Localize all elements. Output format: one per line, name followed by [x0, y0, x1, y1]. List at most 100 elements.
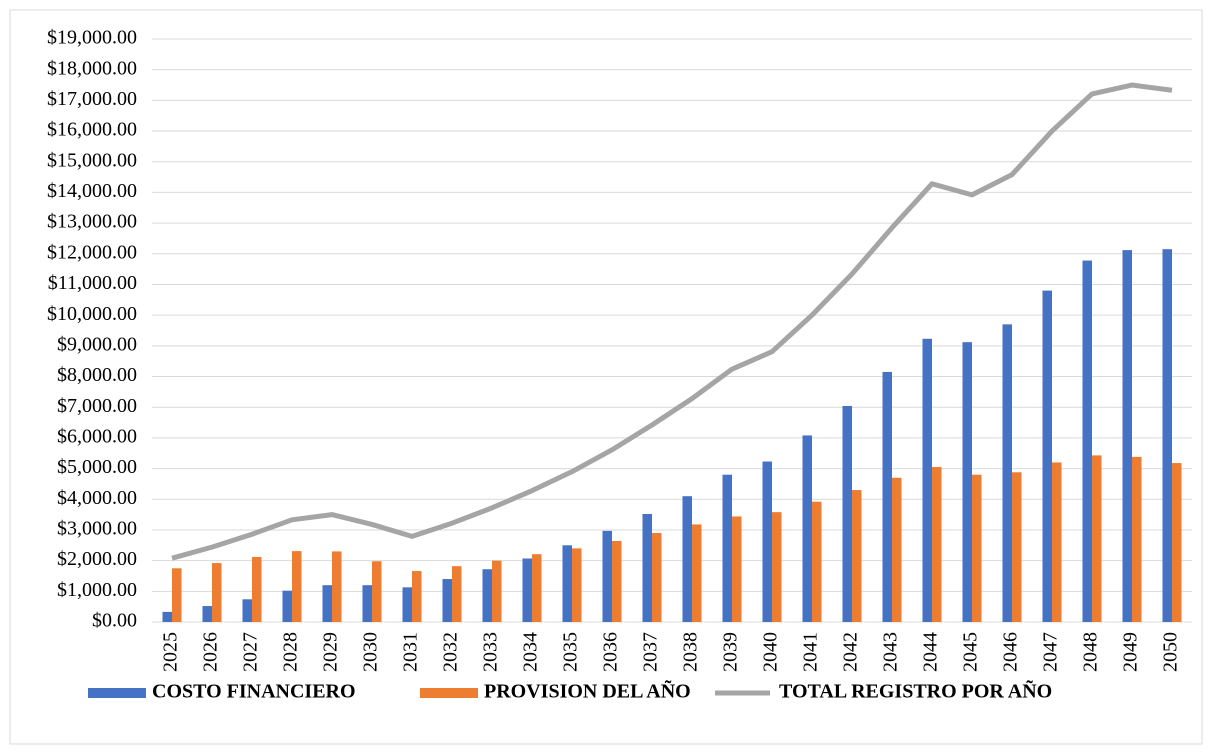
x-tick-label: 2039	[720, 632, 742, 672]
bar	[1162, 249, 1172, 623]
y-tick-label: $17,000.00	[47, 88, 137, 110]
x-tick-label: 2026	[200, 632, 222, 672]
bar	[692, 524, 702, 622]
bar	[1092, 455, 1102, 622]
bar	[842, 405, 852, 622]
y-tick-label: $0.00	[92, 610, 137, 632]
bar	[332, 551, 342, 622]
bar	[492, 560, 502, 622]
legend-swatch	[420, 688, 478, 698]
bar	[452, 566, 462, 622]
bar	[1012, 472, 1022, 622]
y-tick-label: $18,000.00	[47, 57, 137, 79]
bar	[572, 548, 582, 622]
legend-label: COSTO FINANCIERO	[152, 681, 356, 703]
legend-label: PROVISION DEL AÑO	[484, 680, 691, 703]
y-tick-label: $15,000.00	[47, 149, 137, 171]
bar	[252, 556, 262, 622]
bar	[202, 606, 212, 622]
bar	[1002, 324, 1012, 622]
legend-label: TOTAL REGISTRO POR AÑO	[779, 680, 1052, 703]
bar	[482, 569, 492, 622]
bar	[642, 513, 652, 622]
y-tick-label: $2,000.00	[57, 548, 137, 570]
bar	[412, 571, 422, 622]
y-tick-label: $19,000.00	[47, 27, 137, 49]
bar	[1082, 260, 1092, 622]
x-tick-label: 2038	[680, 632, 702, 672]
y-tick-label: $13,000.00	[47, 211, 137, 233]
y-tick-label: $11,000.00	[48, 272, 137, 294]
bar	[372, 561, 382, 622]
line	[171, 82, 1173, 561]
bar	[1132, 456, 1142, 622]
bar	[772, 512, 782, 622]
x-tick-label: 2037	[640, 632, 662, 672]
x-tick-label: 2033	[480, 632, 502, 672]
bar	[522, 558, 532, 622]
bar	[172, 568, 182, 622]
x-tick-label: 2047	[1040, 632, 1062, 672]
legend-swatch	[88, 688, 146, 698]
x-tick-label: 2027	[240, 632, 262, 672]
x-tick-label: 2028	[280, 632, 302, 672]
y-tick-label: $8,000.00	[57, 364, 137, 386]
y-tick-label: $10,000.00	[47, 303, 137, 325]
bar	[292, 551, 302, 622]
bar	[882, 371, 892, 622]
bar	[362, 585, 372, 622]
x-tick-label: 2041	[800, 632, 822, 672]
bar	[212, 563, 222, 622]
bar	[932, 467, 942, 622]
bar	[612, 540, 622, 622]
x-tick-label: 2036	[600, 632, 622, 672]
bar	[562, 545, 572, 622]
bar	[1052, 462, 1062, 622]
bar	[1172, 463, 1182, 622]
bar	[402, 587, 412, 622]
x-tick-label: 2043	[880, 632, 902, 672]
y-tick-label: $3,000.00	[57, 518, 137, 540]
bar	[802, 435, 812, 622]
bar	[602, 530, 612, 622]
bar	[762, 461, 772, 622]
x-tick-label: 2045	[960, 632, 982, 672]
x-tick-label: 2046	[1000, 632, 1022, 672]
x-tick-label: 2032	[440, 632, 462, 672]
bar	[652, 533, 662, 622]
x-tick-label: 2025	[160, 632, 182, 672]
x-tick-label: 2031	[400, 632, 422, 672]
bar	[852, 490, 862, 622]
bar	[242, 599, 252, 622]
bar	[322, 585, 332, 622]
y-tick-label: $7,000.00	[57, 395, 137, 417]
x-tick-label: 2034	[520, 632, 542, 672]
y-tick-label: $4,000.00	[57, 487, 137, 509]
bar	[722, 474, 732, 622]
y-tick-label: $9,000.00	[57, 333, 137, 355]
bar	[892, 477, 902, 622]
bar	[732, 516, 742, 622]
x-tick-label: 2042	[840, 632, 862, 672]
y-tick-label: $16,000.00	[47, 119, 137, 141]
x-tick-label: 2044	[920, 632, 942, 672]
bar	[972, 474, 982, 622]
y-tick-label: $12,000.00	[47, 241, 137, 263]
bar	[1042, 290, 1052, 622]
y-tick-label: $6,000.00	[57, 425, 137, 447]
bar	[162, 611, 172, 622]
bar	[962, 342, 972, 622]
x-tick-label: 2029	[320, 632, 342, 672]
x-tick-label: 2049	[1120, 632, 1142, 672]
bar	[682, 496, 692, 622]
bar	[282, 590, 292, 622]
y-tick-label: $14,000.00	[47, 180, 137, 202]
x-tick-label: 2030	[360, 632, 382, 672]
y-tick-label: $5,000.00	[57, 456, 137, 478]
bar	[812, 501, 822, 622]
x-tick-label: 2048	[1080, 632, 1102, 672]
bar	[1122, 250, 1132, 622]
y-tick-label: $1,000.00	[57, 579, 137, 601]
x-tick-label: 2040	[760, 632, 782, 672]
